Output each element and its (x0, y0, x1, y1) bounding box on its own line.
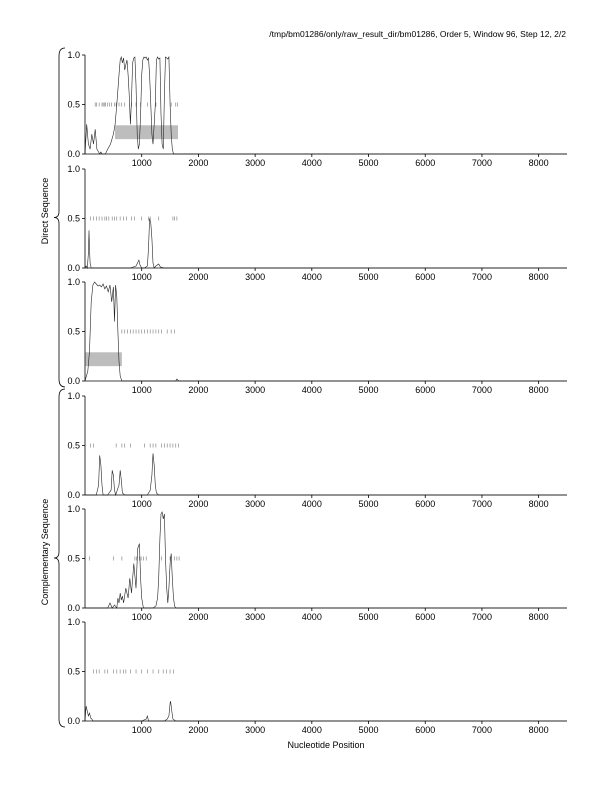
x-tick-label: 8000 (529, 385, 549, 395)
x-tick-label: 6000 (415, 612, 435, 622)
x-tick-label: 6000 (415, 272, 435, 282)
x-tick-label: 2000 (188, 385, 208, 395)
chart-panel: 0.0 0.5 1.0 1000 2000 3000 4000 5000 6000 7000 800… (67, 164, 567, 282)
x-tick-label: 1000 (132, 499, 152, 509)
x-tick-label: 3000 (245, 612, 265, 622)
x-tick-label: 7000 (472, 272, 492, 282)
complementary-sequence-label: Complementary Sequence (40, 499, 50, 606)
x-tick-label: 8000 (529, 272, 549, 282)
y-tick-label: 1.0 (67, 50, 80, 60)
coding-potential-line (85, 511, 567, 609)
y-tick-label: 1.0 (67, 617, 80, 627)
x-tick-label: 4000 (302, 272, 322, 282)
y-tick-label: 0.0 (67, 149, 80, 159)
x-tick-label: 7000 (472, 725, 492, 735)
x-tick-label: 2000 (188, 612, 208, 622)
x-tick-label: 2000 (188, 158, 208, 168)
x-tick-label: 1000 (132, 272, 152, 282)
y-tick-label: 1.0 (67, 504, 80, 514)
x-tick-label: 5000 (359, 612, 379, 622)
x-tick-label: 4000 (302, 158, 322, 168)
x-tick-label: 8000 (529, 725, 549, 735)
x-tick-label: 6000 (415, 725, 435, 735)
coding-potential-line (84, 701, 567, 722)
gene-box (115, 125, 178, 140)
chart-panel: 0.0 0.5 1.0 1000 2000 3000 4000 5000 6000 7000 800… (67, 504, 567, 622)
coding-potential-line (84, 218, 567, 269)
x-tick-label: 2000 (188, 499, 208, 509)
y-tick-label: 0.5 (67, 100, 80, 110)
y-tick-label: 0.5 (67, 667, 80, 677)
y-tick-label: 0.0 (67, 376, 80, 386)
x-tick-label: 1000 (132, 612, 152, 622)
coding-potential-line (84, 55, 567, 155)
x-tick-label: 5000 (359, 725, 379, 735)
y-tick-label: 0.0 (67, 716, 80, 726)
x-tick-label: 1000 (132, 158, 152, 168)
complementary-group-brace (53, 388, 66, 728)
x-tick-label: 7000 (472, 499, 492, 509)
x-tick-label: 8000 (529, 499, 549, 509)
x-tick-label: 1000 (132, 385, 152, 395)
x-tick-label: 7000 (472, 612, 492, 622)
y-tick-label: 0.0 (67, 263, 80, 273)
coding-potential-line (84, 281, 567, 382)
x-tick-label: 1000 (132, 725, 152, 735)
x-tick-label: 6000 (415, 385, 435, 395)
coding-potential-line (85, 453, 567, 497)
gene-box (85, 352, 122, 367)
x-tick-label: 5000 (359, 385, 379, 395)
y-tick-label: 0.5 (67, 441, 80, 451)
x-tick-label: 3000 (245, 499, 265, 509)
x-tick-label: 8000 (529, 158, 549, 168)
y-tick-label: 0.0 (67, 490, 80, 500)
chart-panel: 0.0 0.5 1.0 1000 2000 3000 4000 5000 6000 7000 800… (67, 277, 567, 395)
x-tick-label: 5000 (359, 158, 379, 168)
chart-panel: 0.0 0.5 1.0 1000 2000 3000 4000 5000 6000 7000 800… (67, 391, 567, 509)
x-tick-label: 6000 (415, 499, 435, 509)
x-tick-label: 3000 (245, 272, 265, 282)
y-tick-label: 0.5 (67, 554, 80, 564)
panels: 0.0 0.5 1.0 1000 2000 3000 4000 5000 6000 7000 800… (67, 50, 567, 735)
direct-group-brace (53, 47, 66, 388)
x-tick-label: 3000 (245, 158, 265, 168)
x-axis-label: Nucleotide Position (287, 740, 364, 750)
x-tick-label: 7000 (472, 385, 492, 395)
y-tick-label: 1.0 (67, 277, 80, 287)
y-tick-label: 1.0 (67, 164, 80, 174)
x-tick-label: 7000 (472, 158, 492, 168)
direct-sequence-label: Direct Sequence (40, 178, 50, 245)
x-tick-label: 2000 (188, 272, 208, 282)
y-tick-label: 0.5 (67, 214, 80, 224)
y-tick-label: 1.0 (67, 391, 80, 401)
x-tick-label: 6000 (415, 158, 435, 168)
x-tick-label: 4000 (302, 725, 322, 735)
x-tick-label: 4000 (302, 385, 322, 395)
x-tick-label: 3000 (245, 385, 265, 395)
group-labels: Direct Sequence Complementary Sequence (40, 178, 50, 606)
x-tick-label: 8000 (529, 612, 549, 622)
x-tick-label: 5000 (359, 499, 379, 509)
x-tick-label: 4000 (302, 612, 322, 622)
x-tick-label: 5000 (359, 272, 379, 282)
y-tick-label: 0.5 (67, 327, 80, 337)
figure-header: /tmp/bm01286/only/raw_result_dir/bm01286… (269, 29, 566, 39)
y-tick-label: 0.0 (67, 603, 80, 613)
chart-panel: 0.0 0.5 1.0 1000 2000 3000 4000 5000 6000 7000 800… (67, 50, 567, 168)
x-tick-label: 2000 (188, 725, 208, 735)
x-tick-label: 3000 (245, 725, 265, 735)
x-tick-label: 4000 (302, 499, 322, 509)
chart-panel: 0.0 0.5 1.0 1000 2000 3000 4000 5000 6000 7000 800… (67, 617, 567, 735)
